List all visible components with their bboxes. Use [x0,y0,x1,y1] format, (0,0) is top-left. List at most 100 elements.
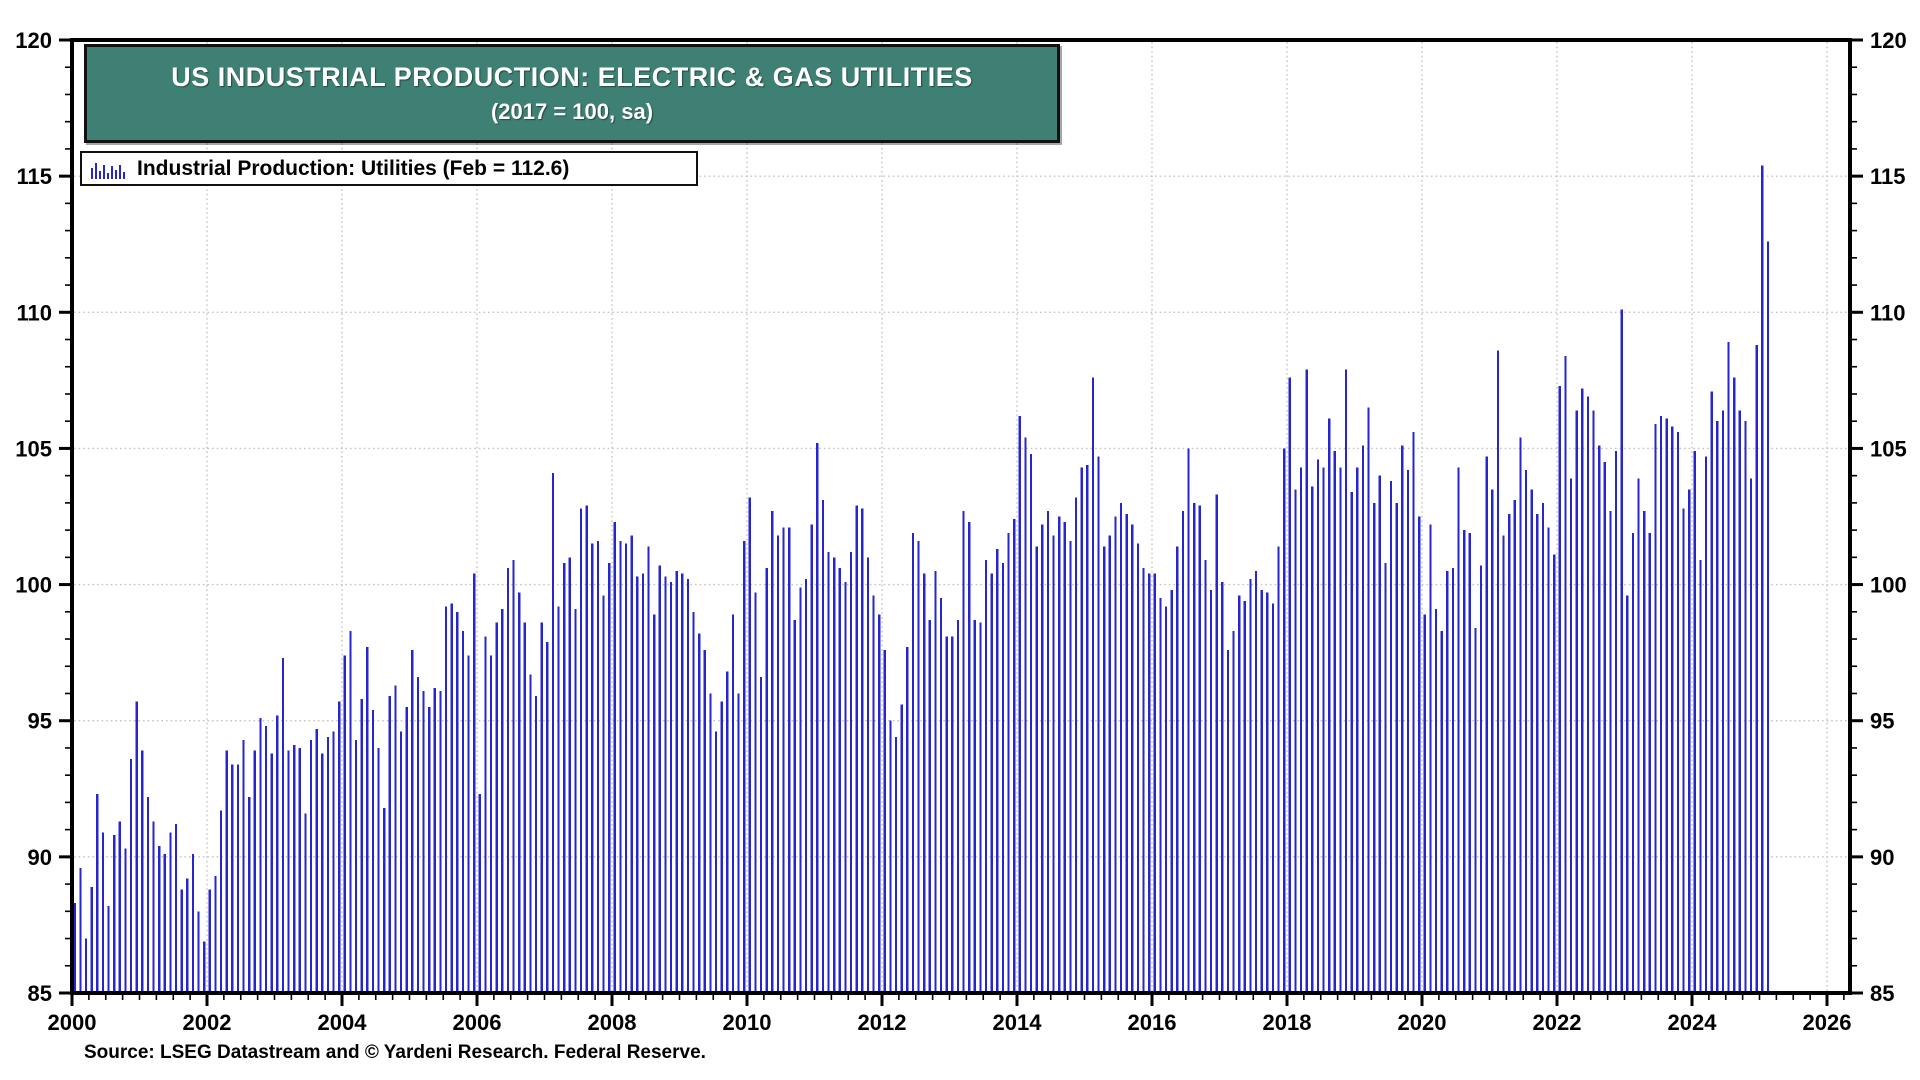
bar [1586,396,1590,992]
bar [1609,511,1612,992]
bar [146,796,150,992]
bar [1187,448,1190,992]
bar [636,576,639,992]
bar [1311,486,1314,992]
bar [1209,590,1213,992]
y-axis-label: 110 [1870,300,1906,325]
bar [973,619,976,992]
bar [1041,524,1044,992]
bar [1631,532,1635,992]
bar [894,737,898,992]
bar [1519,437,1522,992]
bar [709,693,712,992]
bar [399,731,403,992]
bar [1479,565,1483,992]
bar [1029,453,1033,992]
bar [197,911,200,992]
bar [1260,590,1263,992]
bar [1744,421,1747,992]
bar [1665,418,1668,993]
bar [512,560,515,992]
bar [889,720,892,992]
bar [326,737,330,992]
x-axis-label: 2026 [1803,1010,1852,1035]
bar [264,726,268,992]
bar [1733,377,1736,992]
y-axis-label: 120 [1870,28,1907,53]
bar [1423,614,1426,992]
bar [1193,502,1196,992]
bar [360,698,363,992]
bar [1018,415,1021,992]
bar [1434,609,1438,992]
bar [1513,500,1516,992]
bar [641,573,645,992]
bar [878,614,881,992]
bar [1671,426,1674,992]
bar [804,579,808,992]
bar [281,658,285,992]
x-axis-label: 2010 [723,1010,772,1035]
bar [315,728,318,992]
bar [1508,513,1511,992]
bar [1491,489,1494,992]
y-axis-label: 85 [1870,981,1894,1006]
bar [1148,573,1151,992]
bar [1716,421,1719,992]
bar [1221,581,1224,992]
bar [1626,595,1629,992]
bar [484,636,487,992]
x-axis-label: 2006 [453,1010,502,1035]
bar [456,611,459,992]
bar [996,549,999,992]
bar [737,693,740,992]
bar [1159,598,1162,992]
bar [861,508,864,992]
bar [776,535,780,992]
plot-frame [70,38,1852,995]
bar [945,636,948,992]
y-axis-label: 115 [17,164,53,189]
bar [731,614,735,992]
bar [253,750,256,992]
bar [309,739,313,992]
bar [1620,309,1623,992]
bar [1446,570,1449,992]
bar [203,941,206,992]
bar [1035,546,1038,992]
bar [1418,516,1421,992]
bar [90,886,93,992]
bar [461,630,465,992]
bar [366,647,369,992]
bar [669,581,673,992]
y-axis-label: 115 [1870,164,1906,189]
bar [416,677,420,992]
bar [1603,462,1606,992]
bar [1592,410,1595,992]
bar [1131,524,1134,992]
bar [816,442,819,993]
bar [1114,516,1117,992]
bar [219,810,223,992]
bar [1204,560,1207,992]
bar [1266,592,1269,992]
bar [748,497,751,992]
bar [225,750,228,992]
bar [1485,456,1488,993]
bar [473,573,476,992]
x-axis-label: 2014 [993,1010,1043,1035]
bar [1598,445,1601,993]
bar [1119,502,1123,992]
bar [990,573,993,992]
bar [1384,562,1387,992]
bar [821,500,825,992]
bar [1749,478,1753,992]
x-axis-label: 2018 [1263,1010,1312,1035]
bar [754,592,757,992]
bar [574,609,577,992]
bar [1738,410,1741,992]
bar [726,671,729,992]
bar [163,854,166,992]
bar [608,562,611,992]
bar [495,622,498,992]
